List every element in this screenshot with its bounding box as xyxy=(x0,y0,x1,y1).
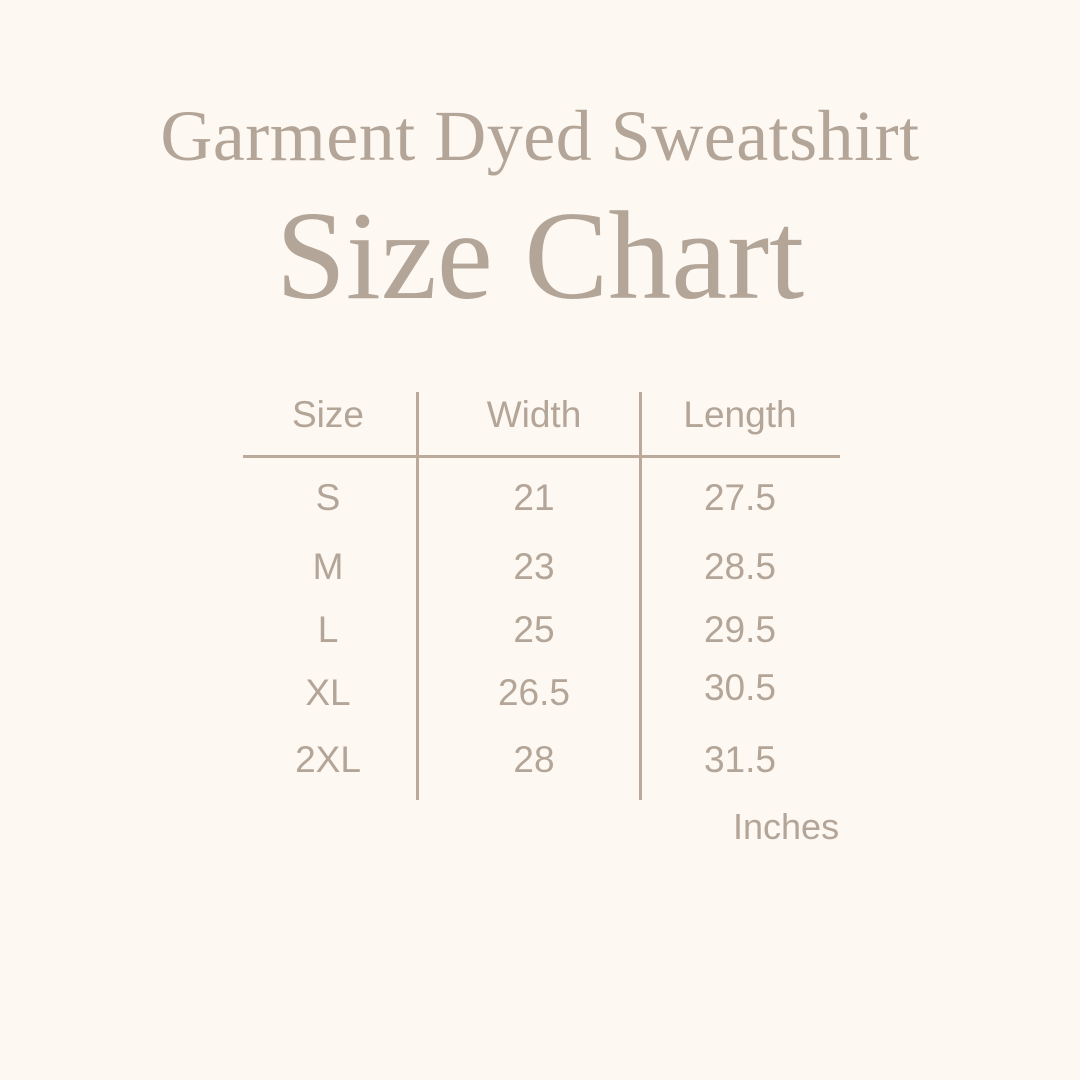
column-divider-1 xyxy=(416,392,419,800)
cell-size: L xyxy=(317,609,339,650)
page-title: Size Chart xyxy=(275,187,805,326)
cell-size: S xyxy=(315,477,341,518)
header-divider xyxy=(243,455,840,458)
column-divider-2 xyxy=(639,392,642,800)
cell-width: 23 xyxy=(513,546,555,587)
cell-length: 28.5 xyxy=(703,546,776,587)
unit-label: Inches xyxy=(733,806,840,847)
title: Garment Dyed Sweatshirt xyxy=(160,96,920,176)
cell-width: 21 xyxy=(513,477,555,518)
header-length: Length xyxy=(683,394,797,435)
cell-size: XL xyxy=(305,672,351,713)
cell-width: 26.5 xyxy=(497,672,570,713)
cell-length: 27.5 xyxy=(703,477,776,518)
cell-length: 29.5 xyxy=(703,609,776,650)
cell-width: 25 xyxy=(513,609,555,650)
header-size: Size xyxy=(292,394,364,435)
cell-length: 31.5 xyxy=(703,739,776,780)
cell-length: 30.5 xyxy=(703,667,776,708)
cell-size: M xyxy=(312,546,344,587)
cell-size: 2XL xyxy=(295,739,361,780)
cell-width: 28 xyxy=(513,739,555,780)
header-width: Width xyxy=(486,394,582,435)
